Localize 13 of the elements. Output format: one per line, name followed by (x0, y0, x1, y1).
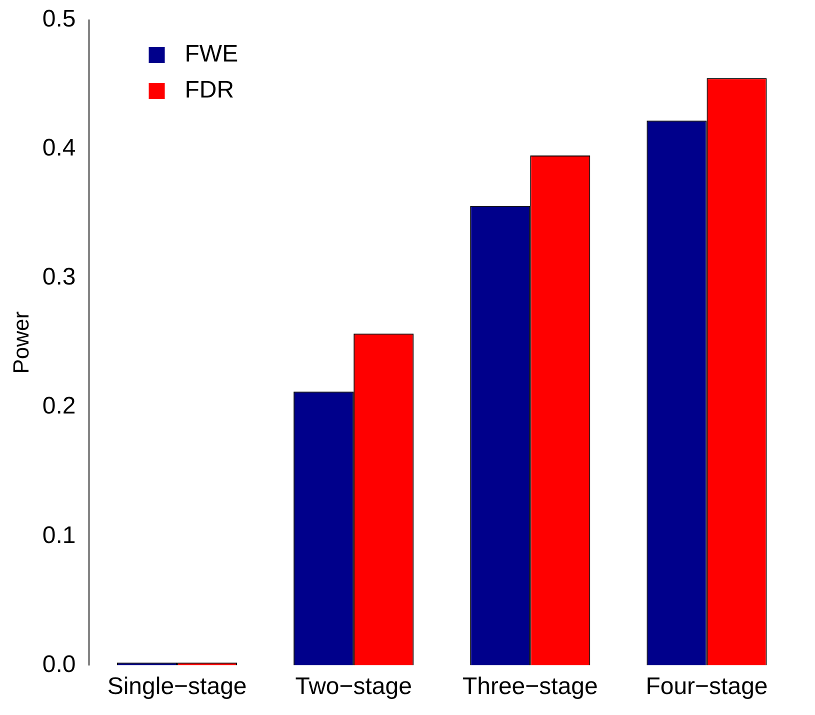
x-tick-label: Three−stage (462, 673, 598, 700)
x-tick-label: Single−stage (107, 673, 247, 700)
y-tick-label: 0.4 (42, 134, 76, 162)
y-tick-label: 0.3 (42, 264, 76, 291)
legend-label: FDR (184, 76, 234, 104)
y-tick-label: 0.1 (42, 522, 76, 549)
legend-label: FWE (184, 40, 238, 68)
y-tick-label: 0.2 (42, 392, 76, 420)
y-tick-label: 0.0 (42, 650, 76, 678)
x-tick-label: Two−stage (295, 673, 412, 700)
y-tick-label: 0.5 (42, 6, 76, 33)
x-tick-label: Four−stage (646, 673, 768, 700)
y-axis-title: Power (8, 311, 34, 374)
